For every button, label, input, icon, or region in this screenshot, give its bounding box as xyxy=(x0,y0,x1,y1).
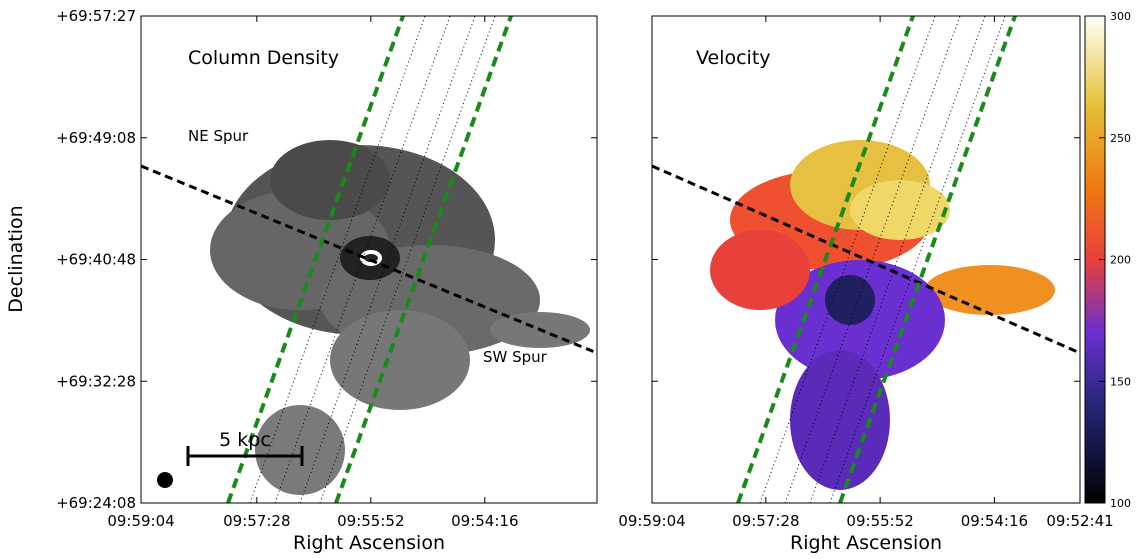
y-tick-label: +69:32:28 xyxy=(56,372,136,390)
x-tick-label: 09:59:04 xyxy=(618,512,685,530)
velocity-map xyxy=(652,16,1080,503)
y-tick-label: +69:40:48 xyxy=(56,251,136,269)
x-axis-label: Right Ascension xyxy=(293,532,445,554)
y-tick-label: +69:57:27 xyxy=(56,7,136,25)
x-tick-label: 09:54:16 xyxy=(451,512,518,530)
scale-bar-label: 5 kpc xyxy=(219,429,271,451)
colorbar-tick-label: 250 xyxy=(1110,132,1131,145)
x-tick-label: 09:59:04 xyxy=(107,512,174,530)
x-tick-label: 09:54:16 xyxy=(961,512,1028,530)
colorbar-tick-label: 200 xyxy=(1110,254,1131,267)
y-axis-label: Declination xyxy=(5,205,27,312)
x-tick-label: 09:55:52 xyxy=(846,512,913,530)
y-tick-label: +69:49:08 xyxy=(56,129,136,147)
colorbar-tick-label: 300 xyxy=(1110,10,1131,23)
annotation: SW Spur xyxy=(483,348,548,366)
x-tick-label: 09:55:52 xyxy=(337,512,404,530)
column-density-map xyxy=(141,16,597,503)
x-tick-label: 09:57:28 xyxy=(223,512,290,530)
colorbar-tick-label: 100 xyxy=(1110,497,1131,510)
y-tick-label: +69:24:08 xyxy=(56,494,136,512)
panel-label: Velocity xyxy=(696,47,771,69)
panel-label: Column Density xyxy=(188,47,339,69)
colorbar-tick-label: 150 xyxy=(1110,375,1131,388)
x-axis-label: Right Ascension xyxy=(790,532,942,554)
annotation: NE Spur xyxy=(188,127,249,145)
x-tick-label: 09:57:28 xyxy=(732,512,799,530)
x-tick-label: 09:52:41 xyxy=(1046,512,1113,530)
